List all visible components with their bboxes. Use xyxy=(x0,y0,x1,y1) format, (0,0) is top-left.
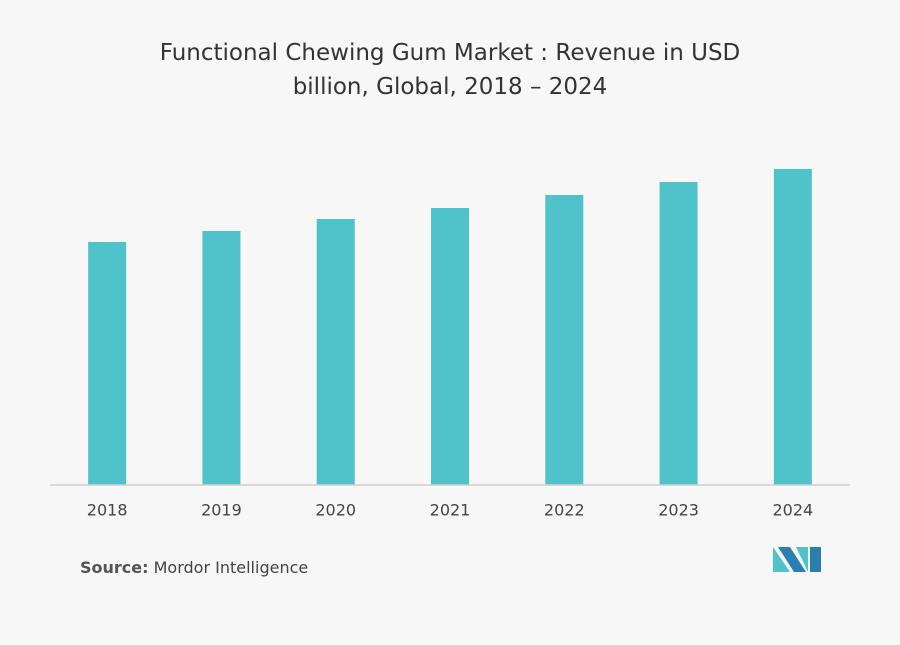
x-tick-label: 2019 xyxy=(201,501,242,520)
source-text: Mordor Intelligence xyxy=(153,558,309,577)
bar xyxy=(431,208,469,485)
x-tick-label: 2018 xyxy=(87,501,128,520)
x-tick-label: 2021 xyxy=(430,501,471,520)
x-tick-label: 2022 xyxy=(544,501,585,520)
bar xyxy=(202,231,241,485)
chart-title: Functional Chewing Gum Market : Revenue … xyxy=(159,40,741,100)
bar xyxy=(659,182,698,485)
source-label: Source: xyxy=(80,558,149,577)
bar xyxy=(88,242,127,485)
source: Source: Mordor Intelligence xyxy=(80,558,308,577)
logo xyxy=(773,547,821,572)
x-tick-label: 2023 xyxy=(658,501,699,520)
bar xyxy=(545,195,584,485)
x-tick-label: 2020 xyxy=(315,501,356,520)
bar xyxy=(316,219,355,485)
bar xyxy=(773,169,812,485)
x-tick-label: 2024 xyxy=(772,501,813,520)
